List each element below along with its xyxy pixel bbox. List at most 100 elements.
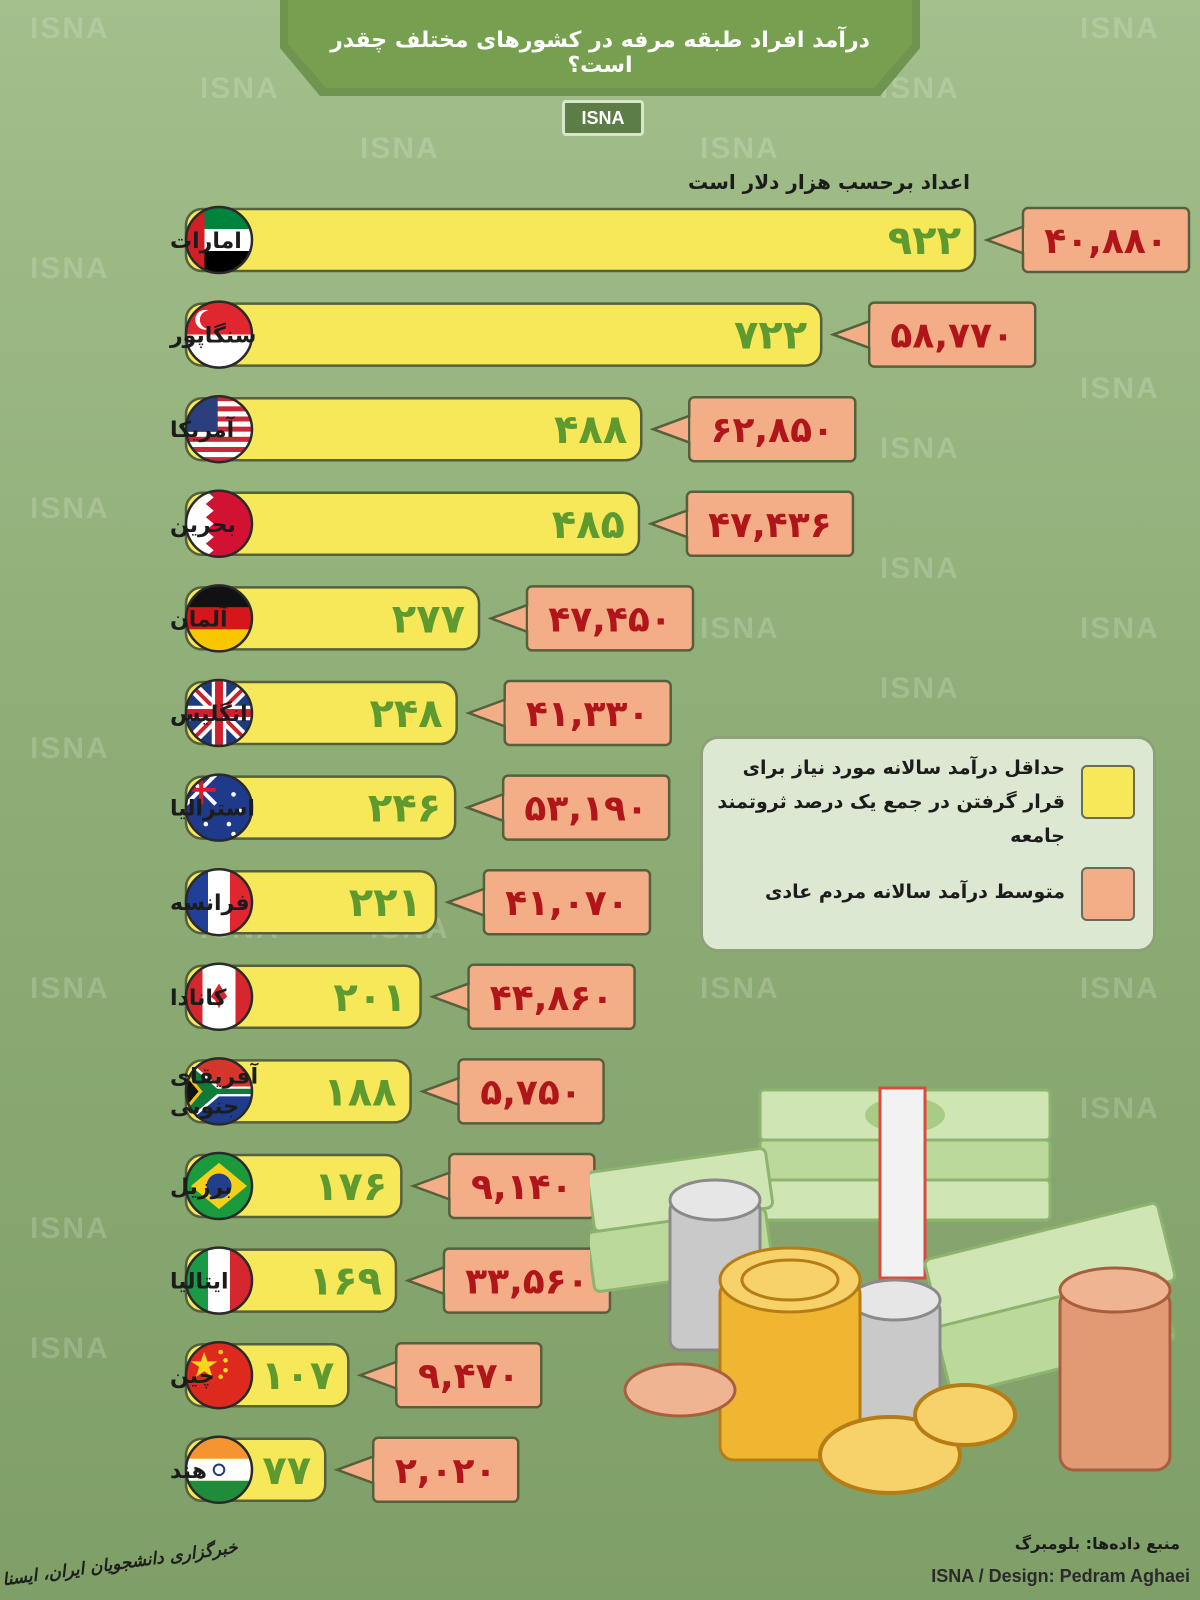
page-title: درآمد افراد طبقه مرفه در کشورهای مختلف چ… — [330, 28, 870, 78]
flag-uk-icon — [184, 678, 254, 748]
bar-value-label: ۱۷۶ — [314, 1164, 387, 1210]
country-label: فرانسه — [170, 891, 250, 916]
gold-coin-stack-icon — [718, 1246, 1017, 1495]
country-label: بحرین — [170, 513, 236, 538]
avg-value-label: ۲,۰۲۰ — [395, 1451, 497, 1492]
avg-box — [688, 395, 857, 463]
avg-callout: ۴۴,۸۶۰ — [428, 963, 636, 1031]
avg-box — [467, 963, 636, 1031]
avg-box — [457, 1058, 605, 1125]
bar-value-label: ۴۸۵ — [552, 502, 625, 548]
chart-row: ۱۷۶ برزیل ۹,۱۴۰ — [170, 1151, 596, 1221]
silver-coin-stack-icon — [668, 1178, 942, 1432]
flag-china-icon — [184, 1340, 254, 1410]
avg-callout: ۹,۱۴۰ — [409, 1152, 596, 1220]
flag-brazil-icon — [184, 1151, 254, 1221]
avg-box — [867, 301, 1037, 368]
avg-box — [503, 679, 672, 747]
chart-row: ۱۸۸ آفریقای جنوبی ۵,۷۵۰ — [170, 1057, 605, 1126]
chart-row: ۲۲۱ فرانسه ۴۱,۰۷۰ — [170, 867, 652, 937]
avg-value-label: ۴۰,۸۸۰ — [1044, 221, 1168, 262]
country-label: آلمان — [170, 604, 228, 632]
avg-value-label: ۴۱,۰۷۰ — [505, 883, 629, 924]
country-label: سنگاپور — [169, 322, 256, 349]
chart-row: ۴۸۵ بحرین ۴۷,۴۳۶ — [170, 489, 855, 559]
avg-box — [1021, 206, 1191, 274]
flag-uae-icon — [184, 205, 254, 275]
avg-value-label: ۵,۷۵۰ — [480, 1072, 582, 1113]
banknote-stack-icon — [758, 1086, 1052, 1280]
country-label: ایتالیا — [170, 1270, 229, 1295]
avg-callout: ۵۳,۱۹۰ — [463, 774, 671, 841]
bar-value-label: ۴۸۸ — [554, 407, 627, 453]
chart-row: ۷۷ هند ۲,۰۲۰ — [170, 1435, 520, 1505]
legend-swatch-average — [1081, 867, 1135, 921]
title-banner — [280, 0, 920, 96]
chart-row: ۲۴۶ استرالیا ۵۳,۱۹۰ — [170, 773, 671, 842]
avg-value-label: ۴۱,۳۳۰ — [526, 694, 650, 735]
bar-value-label: ۱۶۹ — [309, 1259, 382, 1305]
avg-box — [482, 868, 652, 936]
flag-italy-icon — [184, 1246, 254, 1315]
bar-value-label: ۲۲۱ — [349, 880, 422, 926]
avg-callout: ۴۱,۳۳۰ — [465, 679, 672, 747]
data-source: منبع داده‌ها: بلومبرگ — [1014, 1534, 1180, 1553]
avg-callout: ۶۲,۸۵۰ — [649, 395, 857, 463]
bar-value-label: ۷۷ — [262, 1448, 311, 1494]
bar-value-label: ۲۴۶ — [368, 786, 441, 832]
avg-box — [501, 774, 671, 841]
legend: حداقل درآمد سالانه مورد نیاز برای قرار گ… — [700, 736, 1156, 952]
avg-callout: ۵,۷۵۰ — [418, 1058, 605, 1125]
design-credit: ISNA / Design: Pedram Aghaei — [931, 1566, 1190, 1586]
avg-value-label: ۵۸,۷۷۰ — [890, 316, 1014, 357]
bar-value-label: ۹۲۲ — [888, 218, 961, 264]
country-label: آفریقای جنوبی — [170, 1061, 259, 1119]
legend-label-threshold: حداقل درآمد سالانه مورد نیاز برای قرار گ… — [717, 757, 1065, 847]
avg-box — [525, 585, 695, 652]
bar-value-label: ۲۰۱ — [333, 975, 406, 1021]
copper-coin-stack-icon — [623, 1266, 1172, 1472]
bar-value-label: ۱۸۸ — [323, 1069, 396, 1115]
bar-threshold — [184, 207, 977, 273]
avg-box — [395, 1341, 543, 1409]
bar-value-label: ۲۷۷ — [392, 596, 465, 642]
avg-box — [371, 1436, 520, 1504]
avg-callout: ۲,۰۲۰ — [333, 1436, 520, 1504]
avg-value-label: ۵۳,۱۹۰ — [524, 789, 648, 830]
country-label: انگلیس — [170, 700, 248, 727]
avg-callout: ۳۳,۵۶۰ — [404, 1247, 612, 1314]
avg-box — [685, 490, 855, 558]
chart-row: ۱۰۷ چین ۹,۴۷۰ — [170, 1340, 543, 1410]
bar-threshold — [184, 302, 823, 367]
chart-row: ۱۶۹ ایتالیا ۳۳,۵۶۰ — [170, 1246, 612, 1315]
country-label: استرالیا — [170, 797, 255, 822]
legend-label-average: متوسط درآمد سالانه مردم عادی — [764, 881, 1065, 903]
avg-value-label: ۹,۱۴۰ — [471, 1167, 573, 1208]
isna-badge: ISNA — [562, 100, 644, 136]
avg-value-label: ۴۴,۸۶۰ — [490, 978, 614, 1019]
money-illustration — [590, 1086, 1177, 1495]
avg-value-label: ۳۳,۵۶۰ — [465, 1262, 589, 1303]
avg-callout: ۹,۴۷۰ — [356, 1341, 543, 1409]
chart-row: ۲۷۷ آلمان ۴۷,۴۵۰ — [170, 584, 695, 653]
avg-value-label: ۶۲,۸۵۰ — [710, 410, 834, 451]
legend-swatch-threshold — [1081, 765, 1135, 819]
bar-value-label: ۱۰۷ — [261, 1353, 334, 1399]
country-label: امارات — [170, 229, 242, 254]
country-label: برزیل — [170, 1175, 233, 1200]
chart-row: ۹۲۲ امارات ۴۰,۸۸۰ — [170, 205, 1191, 275]
chart-row: ۷۲۲ سنگاپور ۵۸,۷۷۰ — [169, 300, 1037, 369]
country-label: آمریکا — [170, 415, 235, 443]
country-label: هند — [170, 1459, 207, 1484]
avg-value-label: ۹,۴۷۰ — [418, 1356, 520, 1397]
flag-bahrain-icon — [184, 489, 254, 559]
flag-usa-icon — [184, 394, 254, 464]
flag-australia-icon — [184, 773, 254, 842]
avg-callout: ۴۱,۰۷۰ — [444, 868, 652, 936]
country-label: کانادا — [170, 986, 227, 1011]
flag-germany-icon — [184, 584, 254, 653]
avg-value-label: ۴۷,۴۵۰ — [548, 599, 672, 640]
avg-callout: ۴۰,۸۸۰ — [983, 206, 1191, 274]
flag-france-icon — [184, 867, 254, 937]
